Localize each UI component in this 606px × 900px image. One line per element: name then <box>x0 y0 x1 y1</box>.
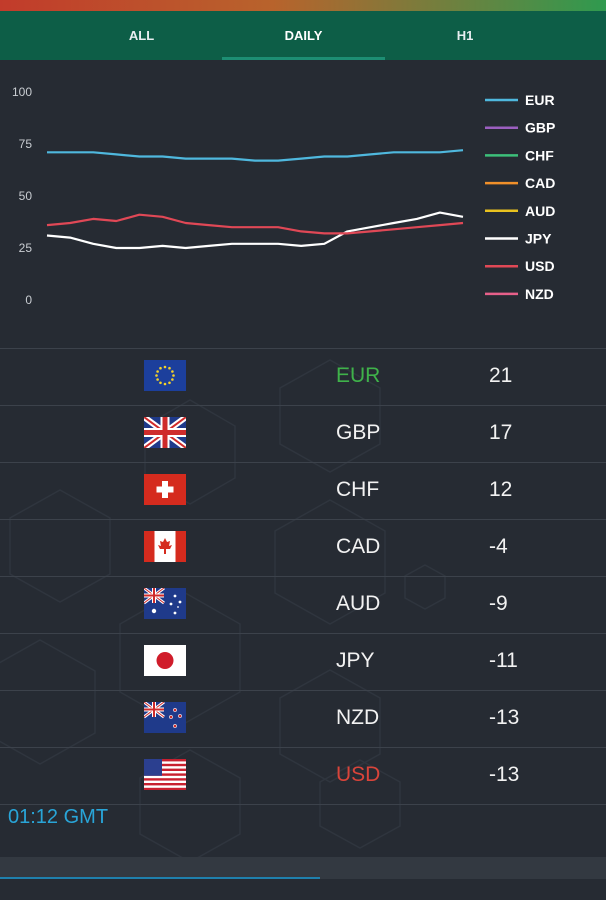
series-line-eur <box>47 149 464 162</box>
table-row[interactable]: CAD -4 <box>0 519 606 576</box>
currency-code: CHF <box>336 478 380 501</box>
legend-label-chf: CHF <box>525 147 554 163</box>
chart-legend: EUR GBP CHF CAD AUD JPY USD NZD <box>485 92 555 302</box>
y-tick-label: 50 <box>19 189 33 203</box>
table-row[interactable]: CHF 12 <box>0 462 606 519</box>
y-axis-ticks: 100 75 50 25 0 <box>12 85 32 307</box>
bottom-bar <box>0 857 606 879</box>
series-line-jpy <box>46 211 464 250</box>
legend-label-eur: EUR <box>525 92 555 108</box>
strength-line-chart: 100 75 50 25 0 EUR GBP CHF CAD AUD JPY USD NZD <box>12 85 555 307</box>
y-tick-label: 75 <box>19 137 33 151</box>
legend-label-aud: AUD <box>525 203 555 219</box>
tab-all[interactable]: ALL <box>128 28 155 43</box>
flag-nz-icon <box>144 702 186 733</box>
currency-code: GBP <box>336 421 381 444</box>
tab-daily[interactable]: DAILY <box>284 28 323 43</box>
bottom-progress-indicator <box>0 877 320 879</box>
flag-ch-icon <box>144 474 186 505</box>
currency-strength-value: -11 <box>489 649 518 672</box>
flag-jp-icon <box>144 645 186 676</box>
currency-strength-value: -13 <box>489 706 520 729</box>
table-row[interactable]: GBP 17 <box>0 405 606 462</box>
currency-code: NZD <box>336 706 380 729</box>
top-color-strip <box>0 0 606 11</box>
legend-label-nzd: NZD <box>525 286 554 302</box>
flag-ca-icon <box>144 531 186 562</box>
y-tick-label: 100 <box>12 85 32 99</box>
currency-strength-value: 17 <box>489 421 513 444</box>
active-tab-indicator <box>222 57 385 60</box>
currency-code: USD <box>336 763 381 786</box>
currency-strength-table: EUR 21 GBP 17 CHF 12 CAD -4 <box>0 348 606 805</box>
y-tick-label: 25 <box>19 241 33 255</box>
currency-code: EUR <box>336 364 381 387</box>
legend-label-gbp: GBP <box>525 120 555 136</box>
currency-strength-value: 12 <box>489 478 513 501</box>
table-row[interactable]: EUR 21 <box>0 348 606 405</box>
tab-h1[interactable]: H1 <box>456 28 474 43</box>
flag-eu-icon <box>144 360 186 391</box>
currency-strength-value: -4 <box>489 535 508 558</box>
gmt-time-label: 01:12 GMT <box>8 806 109 828</box>
table-row[interactable]: USD -13 <box>0 747 606 805</box>
currency-code: AUD <box>336 592 381 615</box>
table-row[interactable]: AUD -9 <box>0 576 606 633</box>
table-row[interactable]: NZD -13 <box>0 690 606 747</box>
currency-code: JPY <box>336 649 375 672</box>
flag-au-icon <box>144 588 186 619</box>
legend-label-jpy: JPY <box>525 231 552 247</box>
legend-label-cad: CAD <box>525 175 555 191</box>
table-row[interactable]: JPY -11 <box>0 633 606 690</box>
currency-strength-value: -9 <box>489 592 508 615</box>
currency-code: CAD <box>336 535 381 558</box>
timeframe-tabs: ALL DAILY H1 <box>0 11 606 60</box>
legend-label-usd: USD <box>525 258 555 274</box>
flag-gb-icon <box>144 417 186 448</box>
currency-strength-value: 21 <box>489 364 513 387</box>
chart-lines <box>46 149 464 250</box>
currency-strength-value: -13 <box>489 763 520 786</box>
flag-us-icon <box>144 759 186 790</box>
y-tick-label: 0 <box>25 293 32 307</box>
series-line-usd <box>46 213 464 235</box>
